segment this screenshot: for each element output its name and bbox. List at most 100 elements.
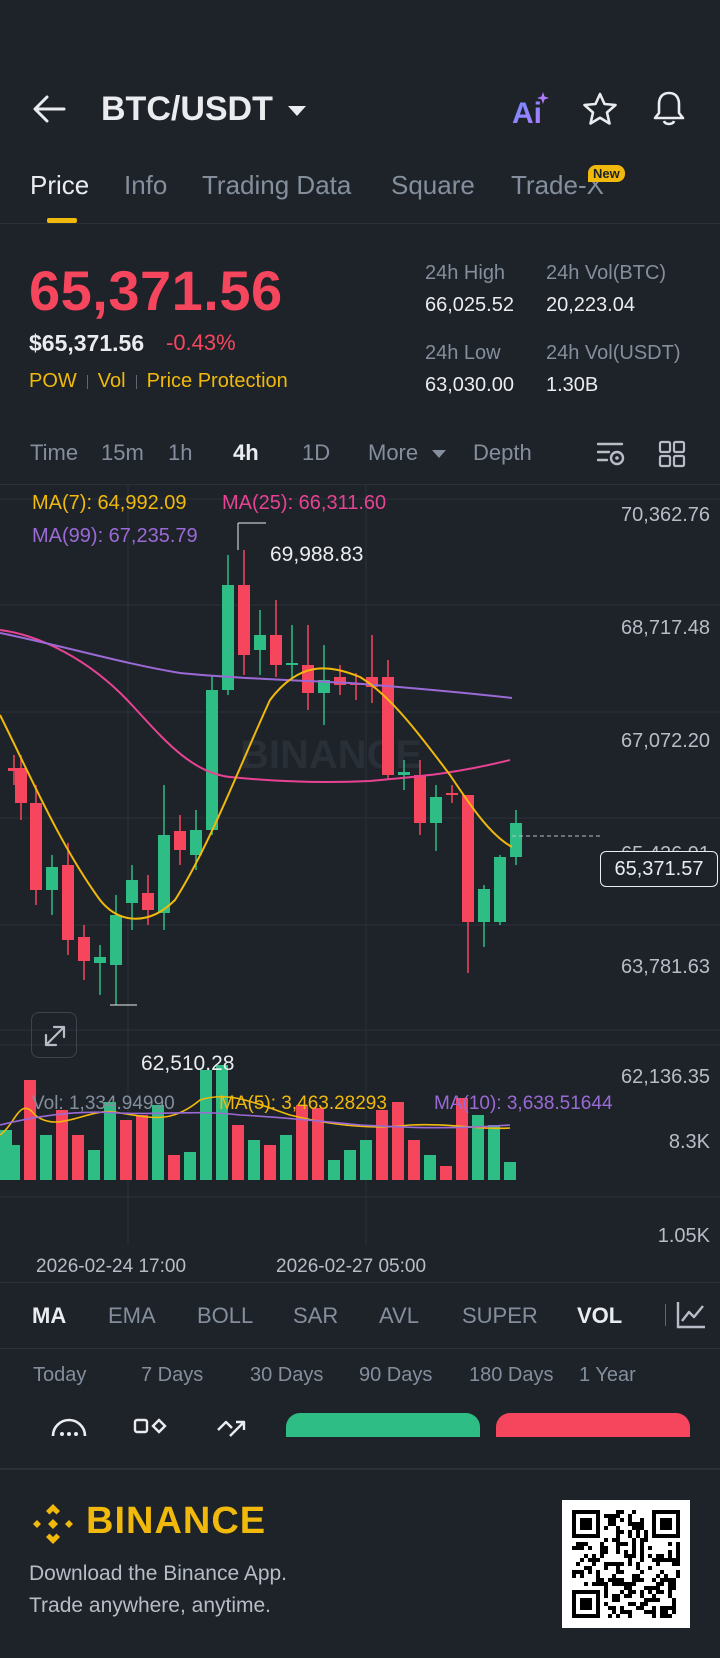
divider <box>665 1304 666 1326</box>
ai-icon[interactable]: Ai <box>510 90 550 128</box>
volume-bar <box>120 1120 132 1180</box>
ma7-legend: MA(7): 64,992.09 <box>32 492 187 514</box>
indicator-boll[interactable]: BOLL <box>197 1303 254 1328</box>
current-price-tag: 65,371.57 <box>600 851 718 887</box>
download-footer: BINANCE Download the Binance App. Trade … <box>0 1468 720 1658</box>
tag-vol[interactable]: Vol <box>97 370 126 392</box>
qr-module <box>616 1570 620 1574</box>
qr-module <box>676 1554 680 1558</box>
y-label: 63,781.63 <box>621 956 710 978</box>
volume-bar <box>264 1145 276 1180</box>
qr-module <box>656 1598 660 1602</box>
qr-module <box>632 1546 636 1550</box>
qr-module <box>652 1578 656 1582</box>
qr-code[interactable] <box>562 1500 690 1628</box>
qr-module <box>652 1610 656 1614</box>
tab-price[interactable]: Price <box>30 170 90 200</box>
bell-icon[interactable] <box>652 90 686 128</box>
qr-module <box>628 1582 632 1586</box>
candle-body <box>318 680 330 693</box>
indicator-settings-icon[interactable] <box>675 1300 707 1330</box>
tab-info[interactable]: Info <box>124 170 168 200</box>
qr-module <box>600 1550 604 1554</box>
sell-button[interactable] <box>496 1413 690 1437</box>
indicator-avl[interactable]: AVL <box>379 1303 419 1328</box>
volume-bar <box>136 1115 148 1180</box>
qr-module <box>628 1514 632 1518</box>
qr-module <box>644 1586 648 1590</box>
qr-module <box>652 1594 656 1598</box>
qr-module <box>628 1562 632 1566</box>
range-90-days[interactable]: 90 Days <box>359 1364 433 1386</box>
tf-time[interactable]: Time <box>30 440 79 465</box>
vol-ma10-line <box>0 1111 511 1129</box>
indicator-ma[interactable]: MA <box>32 1303 67 1328</box>
qr-module <box>648 1554 652 1558</box>
qr-module <box>676 1570 680 1574</box>
dashboard-icon[interactable] <box>50 1414 88 1438</box>
indicator-sar[interactable]: SAR <box>293 1303 339 1328</box>
indicator-ema[interactable]: EMA <box>108 1303 156 1328</box>
tag-price-protection[interactable]: Price Protection <box>146 370 288 392</box>
buy-button[interactable] <box>286 1413 480 1437</box>
qr-module <box>612 1538 616 1542</box>
arrow-left-icon[interactable] <box>32 94 66 124</box>
pair-title[interactable]: BTC/USDT <box>101 90 273 128</box>
tab-square[interactable]: Square <box>391 170 475 200</box>
qr-module <box>604 1566 608 1570</box>
range-1-year[interactable]: 1 Year <box>579 1364 636 1386</box>
qr-module <box>636 1562 640 1566</box>
chevron-down-icon[interactable] <box>432 450 446 458</box>
qr-module <box>612 1562 616 1566</box>
qr-module <box>612 1610 616 1614</box>
vol-y-label: 1.05K <box>657 1225 710 1247</box>
tf-4h[interactable]: 4h <box>233 440 259 465</box>
qr-module <box>640 1578 644 1582</box>
qr-module <box>648 1598 652 1602</box>
tf-1h[interactable]: 1h <box>168 440 193 465</box>
share-icon[interactable] <box>214 1418 250 1438</box>
candle-body <box>62 865 74 940</box>
qr-module <box>576 1570 580 1574</box>
candle-body <box>414 775 426 823</box>
qr-module <box>656 1590 660 1594</box>
qr-module <box>660 1554 664 1558</box>
qr-module <box>664 1610 668 1614</box>
candle-body <box>398 772 410 775</box>
divider <box>0 484 720 485</box>
qr-module <box>620 1570 624 1574</box>
qr-module <box>640 1550 644 1554</box>
tf-more[interactable]: More <box>368 440 419 465</box>
chart-settings-icon[interactable] <box>596 440 628 468</box>
qr-module <box>648 1610 652 1614</box>
chevron-down-icon[interactable] <box>288 106 306 116</box>
qr-module <box>644 1602 648 1606</box>
tf-depth[interactable]: Depth <box>473 440 532 465</box>
indicator-super[interactable]: SUPER <box>462 1303 538 1328</box>
volume-bar <box>88 1150 100 1180</box>
apps-icon[interactable] <box>133 1418 169 1438</box>
range-30-days[interactable]: 30 Days <box>250 1364 324 1386</box>
qr-module <box>628 1602 632 1606</box>
qr-module <box>624 1582 628 1586</box>
qr-module <box>620 1562 624 1566</box>
tab-trading-data[interactable]: Trading Data <box>202 170 352 200</box>
ma7-line <box>0 667 513 920</box>
range-today[interactable]: Today <box>33 1364 87 1386</box>
star-icon[interactable] <box>582 92 618 126</box>
qr-finder <box>660 1518 672 1530</box>
volume-bar <box>40 1135 52 1180</box>
indicator-vol[interactable]: VOL <box>577 1303 623 1328</box>
qr-module <box>616 1550 620 1554</box>
qr-module <box>656 1554 660 1558</box>
range-7-days[interactable]: 7 Days <box>141 1364 204 1386</box>
candlestick-chart[interactable]: BINANCE <box>0 485 720 1245</box>
tf-1d[interactable]: 1D <box>302 440 331 465</box>
qr-module <box>620 1530 624 1534</box>
expand-button[interactable] <box>31 1012 77 1058</box>
tag-pow[interactable]: POW <box>29 370 77 392</box>
tf-15m[interactable]: 15m <box>101 440 144 465</box>
range-180-days[interactable]: 180 Days <box>469 1364 554 1386</box>
qr-module <box>652 1558 656 1562</box>
grid-layout-icon[interactable] <box>658 440 686 468</box>
